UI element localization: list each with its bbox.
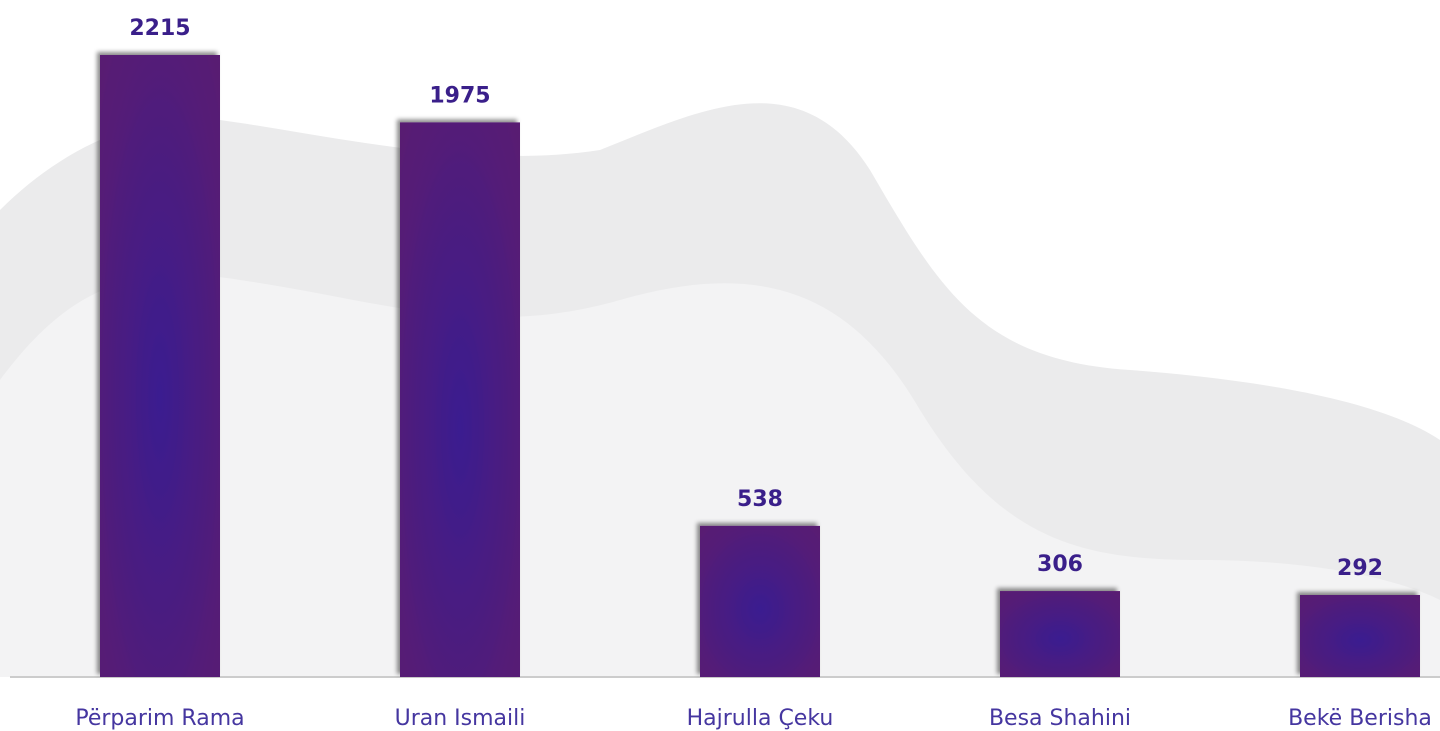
background-wave-light: [0, 274, 1440, 677]
value-label: 1975: [429, 83, 490, 108]
value-label: 306: [1037, 552, 1083, 577]
value-label: 2215: [129, 16, 190, 41]
x-tick-label: Besa Shahini: [989, 706, 1131, 731]
x-tick-label: Përparim Rama: [75, 706, 244, 731]
bar: [400, 122, 520, 678]
x-tick-label: Uran Ismaili: [395, 706, 526, 731]
value-label: 538: [737, 487, 783, 512]
bar: [100, 55, 220, 677]
bar: [1300, 595, 1420, 677]
x-tick-label: Hajrulla Çeku: [687, 706, 834, 731]
bar: [1000, 591, 1120, 677]
value-label: 292: [1337, 556, 1383, 581]
x-tick-label: Bekë Berisha: [1288, 706, 1432, 731]
bar: [700, 525, 820, 677]
